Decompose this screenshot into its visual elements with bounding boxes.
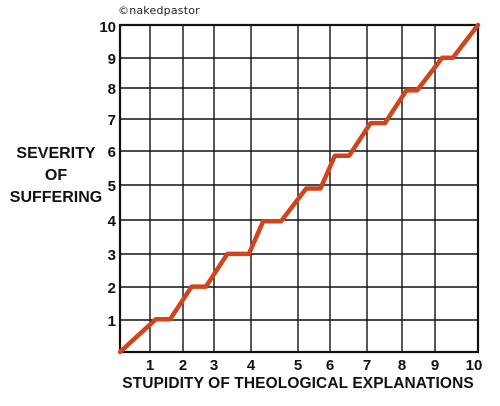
credit-watermark: ©nakedpastor xyxy=(118,4,200,17)
x-tick-label: 4 xyxy=(247,357,256,374)
x-tick-label: 6 xyxy=(326,357,334,374)
x-tick-label: 8 xyxy=(398,357,406,374)
y-tick-label: 8 xyxy=(108,81,116,98)
series-line xyxy=(117,22,481,355)
x-tick-label: 5 xyxy=(294,357,302,374)
y-tick-label: 1 xyxy=(108,313,116,330)
y-tick-label: 9 xyxy=(108,51,116,68)
y-axis-label-line: OF xyxy=(44,167,68,184)
y-axis-label: SEVERITY OF SUFFERING xyxy=(4,143,108,209)
x-tick-label: 3 xyxy=(210,357,218,374)
y-tick-label: 10 xyxy=(99,19,116,36)
plot-frame xyxy=(118,23,480,354)
x-tick-label: 10 xyxy=(466,357,483,374)
y-axis-label-line: SUFFERING xyxy=(9,189,103,206)
x-tick-label: 2 xyxy=(179,357,187,374)
y-tick-label: 7 xyxy=(108,112,116,129)
x-axis-label: STUPIDITY OF THEOLOGICAL EXPLANATIONS xyxy=(122,375,474,392)
chart-grid xyxy=(118,23,480,354)
y-tick-label: 2 xyxy=(108,280,116,297)
series-group xyxy=(117,22,481,355)
x-tick-label: 9 xyxy=(431,357,439,374)
y-tick-label: 5 xyxy=(108,178,116,195)
y-tick-label: 3 xyxy=(108,247,116,264)
tick-labels: 1 2 3 4 5 6 7 8 9 10 1 2 3 4 5 6 7 8 9 10 xyxy=(99,19,482,374)
y-axis-label-line: SEVERITY xyxy=(16,145,96,162)
x-tick-label: 1 xyxy=(146,357,154,374)
x-tick-label: 7 xyxy=(363,357,371,374)
y-tick-label: 4 xyxy=(108,213,117,230)
y-tick-label: 6 xyxy=(108,144,116,161)
